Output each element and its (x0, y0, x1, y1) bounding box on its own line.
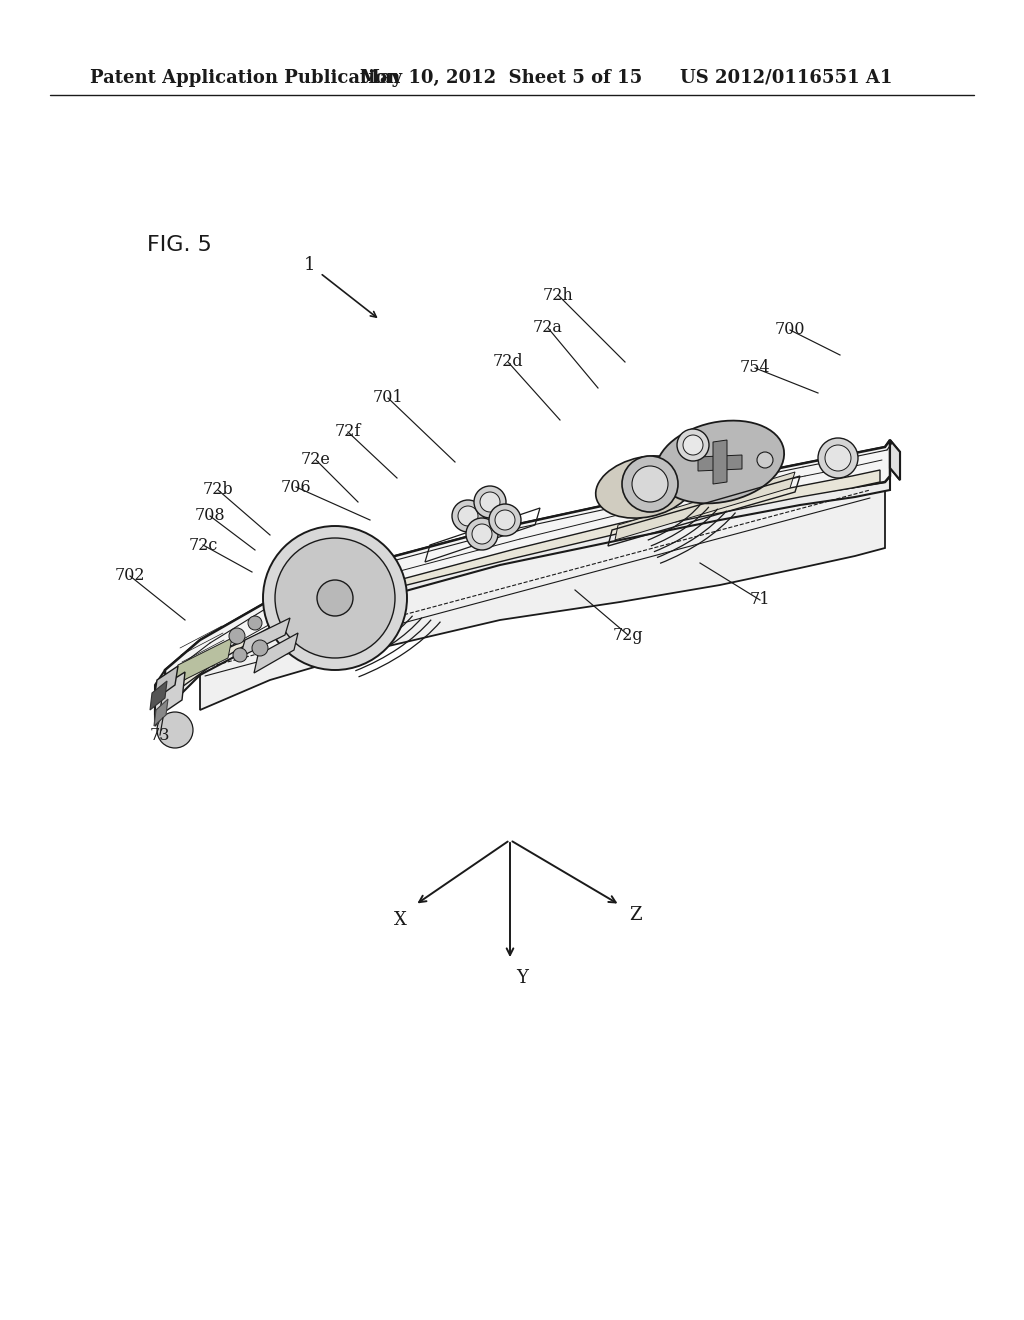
Circle shape (677, 429, 709, 461)
Circle shape (472, 524, 492, 544)
Ellipse shape (656, 421, 784, 503)
Polygon shape (155, 678, 165, 726)
Text: 700: 700 (775, 322, 805, 338)
Text: 72b: 72b (203, 482, 233, 499)
Polygon shape (200, 482, 885, 710)
Text: 72g: 72g (612, 627, 643, 644)
Text: 71: 71 (750, 591, 770, 609)
Text: May 10, 2012  Sheet 5 of 15: May 10, 2012 Sheet 5 of 15 (360, 69, 642, 87)
Polygon shape (154, 667, 178, 700)
Circle shape (233, 648, 247, 663)
Polygon shape (174, 638, 232, 685)
Text: 72f: 72f (335, 424, 361, 441)
Polygon shape (165, 477, 890, 710)
Circle shape (818, 438, 858, 478)
Polygon shape (890, 440, 900, 480)
Text: 754: 754 (739, 359, 770, 376)
Polygon shape (713, 440, 727, 484)
Circle shape (489, 504, 521, 536)
Text: 72a: 72a (534, 319, 563, 337)
Ellipse shape (596, 455, 694, 519)
Text: FIG. 5: FIG. 5 (147, 235, 212, 255)
Text: 708: 708 (195, 507, 225, 524)
Polygon shape (254, 634, 298, 673)
Circle shape (495, 510, 515, 531)
Circle shape (252, 640, 268, 656)
Circle shape (275, 539, 395, 657)
Text: 72e: 72e (301, 451, 331, 469)
Circle shape (825, 445, 851, 471)
Polygon shape (160, 672, 185, 715)
Circle shape (317, 579, 353, 616)
Circle shape (157, 711, 193, 748)
Circle shape (458, 506, 478, 525)
Text: US 2012/0116551 A1: US 2012/0116551 A1 (680, 69, 892, 87)
Circle shape (474, 486, 506, 517)
Circle shape (466, 517, 498, 550)
Circle shape (683, 436, 703, 455)
Polygon shape (165, 440, 890, 700)
Text: X: X (393, 911, 407, 929)
Polygon shape (150, 681, 167, 710)
Polygon shape (154, 700, 168, 726)
Text: 1: 1 (304, 256, 315, 275)
Circle shape (452, 500, 484, 532)
Circle shape (248, 616, 262, 630)
Text: 701: 701 (373, 389, 403, 407)
Polygon shape (240, 618, 290, 657)
Text: 702: 702 (115, 568, 145, 585)
Circle shape (263, 525, 407, 671)
Text: Patent Application Publication: Patent Application Publication (90, 69, 400, 87)
Polygon shape (175, 470, 880, 692)
Text: 72h: 72h (543, 286, 573, 304)
Text: 73: 73 (150, 726, 170, 743)
Text: 72d: 72d (493, 354, 523, 371)
Text: 72c: 72c (188, 536, 218, 553)
Text: Y: Y (516, 969, 528, 987)
Circle shape (632, 466, 668, 502)
Polygon shape (615, 473, 795, 540)
Circle shape (757, 451, 773, 469)
Text: 706: 706 (281, 479, 311, 495)
Circle shape (480, 492, 500, 512)
Text: Z: Z (629, 906, 641, 924)
Polygon shape (165, 440, 890, 678)
Polygon shape (698, 455, 742, 471)
Circle shape (622, 455, 678, 512)
Polygon shape (890, 440, 900, 480)
Circle shape (229, 628, 245, 644)
Polygon shape (155, 671, 165, 715)
